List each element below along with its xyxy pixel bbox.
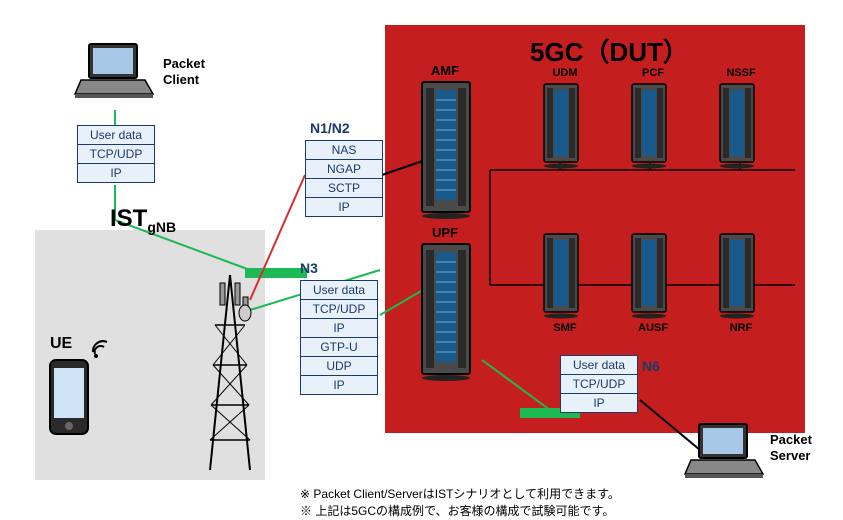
stack-cell: IP [300,318,378,338]
stack-cell: NGAP [305,159,383,179]
packet-server-line2: Server [770,448,812,464]
laptop-client-icon [75,40,155,105]
server-upf-tag: 5GC [478,302,497,312]
ue-label: UE [50,335,72,353]
phone-icon [48,358,90,436]
ist-label: ISTgNB [110,205,176,235]
interface-n1n2-label: N1/N2 [310,120,350,136]
packet-server-line1: Packet [770,432,812,448]
stack-n1n2: NAS NGAP SCTP IP [305,140,383,217]
server-pcf-tag: 5GC [672,118,691,128]
laptop-server-icon [685,420,765,485]
server-upf-icon [420,242,475,382]
stack-cell: NAS [305,140,383,160]
server-pcf-icon [630,82,670,170]
packet-client-label: Packet Client [163,56,205,87]
server-smf-icon [542,232,582,320]
stack-cell: IP [77,163,155,183]
server-udm-label: UDM [540,67,590,79]
stack-cell: UDP [300,356,378,376]
stack-cell: TCP/UDP [77,144,155,164]
ist-text: IST [110,205,147,232]
server-udm-tag: 5GC [584,118,603,128]
ist-sub: gNB [147,219,176,235]
server-ausf-icon [630,232,670,320]
stack-cell: IP [560,393,638,413]
server-nrf-tag: 5GC [760,268,779,278]
stack-n3: User data TCP/UDP IP GTP-U UDP IP [300,280,378,395]
packet-client-line2: Client [163,72,205,88]
server-nssf-icon [718,82,758,170]
tower-icon [195,265,265,475]
server-amf-label: AMF [420,63,470,78]
server-udm-icon [542,82,582,170]
server-ausf-tag: 5GC [672,268,691,278]
stack-cell: User data [560,355,638,375]
server-amf-icon [420,80,475,220]
server-ausf-label: AUSF [628,322,678,334]
packet-client-line1: Packet [163,56,205,72]
stack-cell: GTP-U [300,337,378,357]
server-amf-tag: 5GC [478,140,497,150]
footnote-1: ※ Packet Client/ServerはISTシナリオとして利用できます。 [300,485,620,502]
stack-cell: SCTP [305,178,383,198]
title-5gc: 5GC（DUT） [530,32,689,69]
stack-n6: User data TCP/UDP IP [560,355,638,413]
stack-cell: IP [305,197,383,217]
server-smf-label: SMF [540,322,590,334]
stack-cell: TCP/UDP [300,299,378,319]
server-nssf-label: NSSF [716,67,766,79]
server-nrf-label: NRF [716,322,766,334]
stack-cell: IP [300,375,378,395]
wifi-icon [90,338,114,362]
stack-cell: User data [77,125,155,145]
stack-client: User data TCP/UDP IP [77,125,155,183]
stack-cell: TCP/UDP [560,374,638,394]
server-smf-tag: 5GC [584,268,603,278]
server-nrf-icon [718,232,758,320]
interface-n3-label: N3 [300,260,318,276]
server-upf-label: UPF [420,225,470,240]
packet-server-label: Packet Server [770,432,812,463]
stack-cell: User data [300,280,378,300]
server-nssf-tag: 5GC [760,118,779,128]
server-pcf-label: PCF [628,67,678,79]
footnote-2: ※ 上記は5GCの構成例で、お客様の構成で試験可能です。 [300,502,614,519]
interface-n6-label: N6 [642,358,660,374]
